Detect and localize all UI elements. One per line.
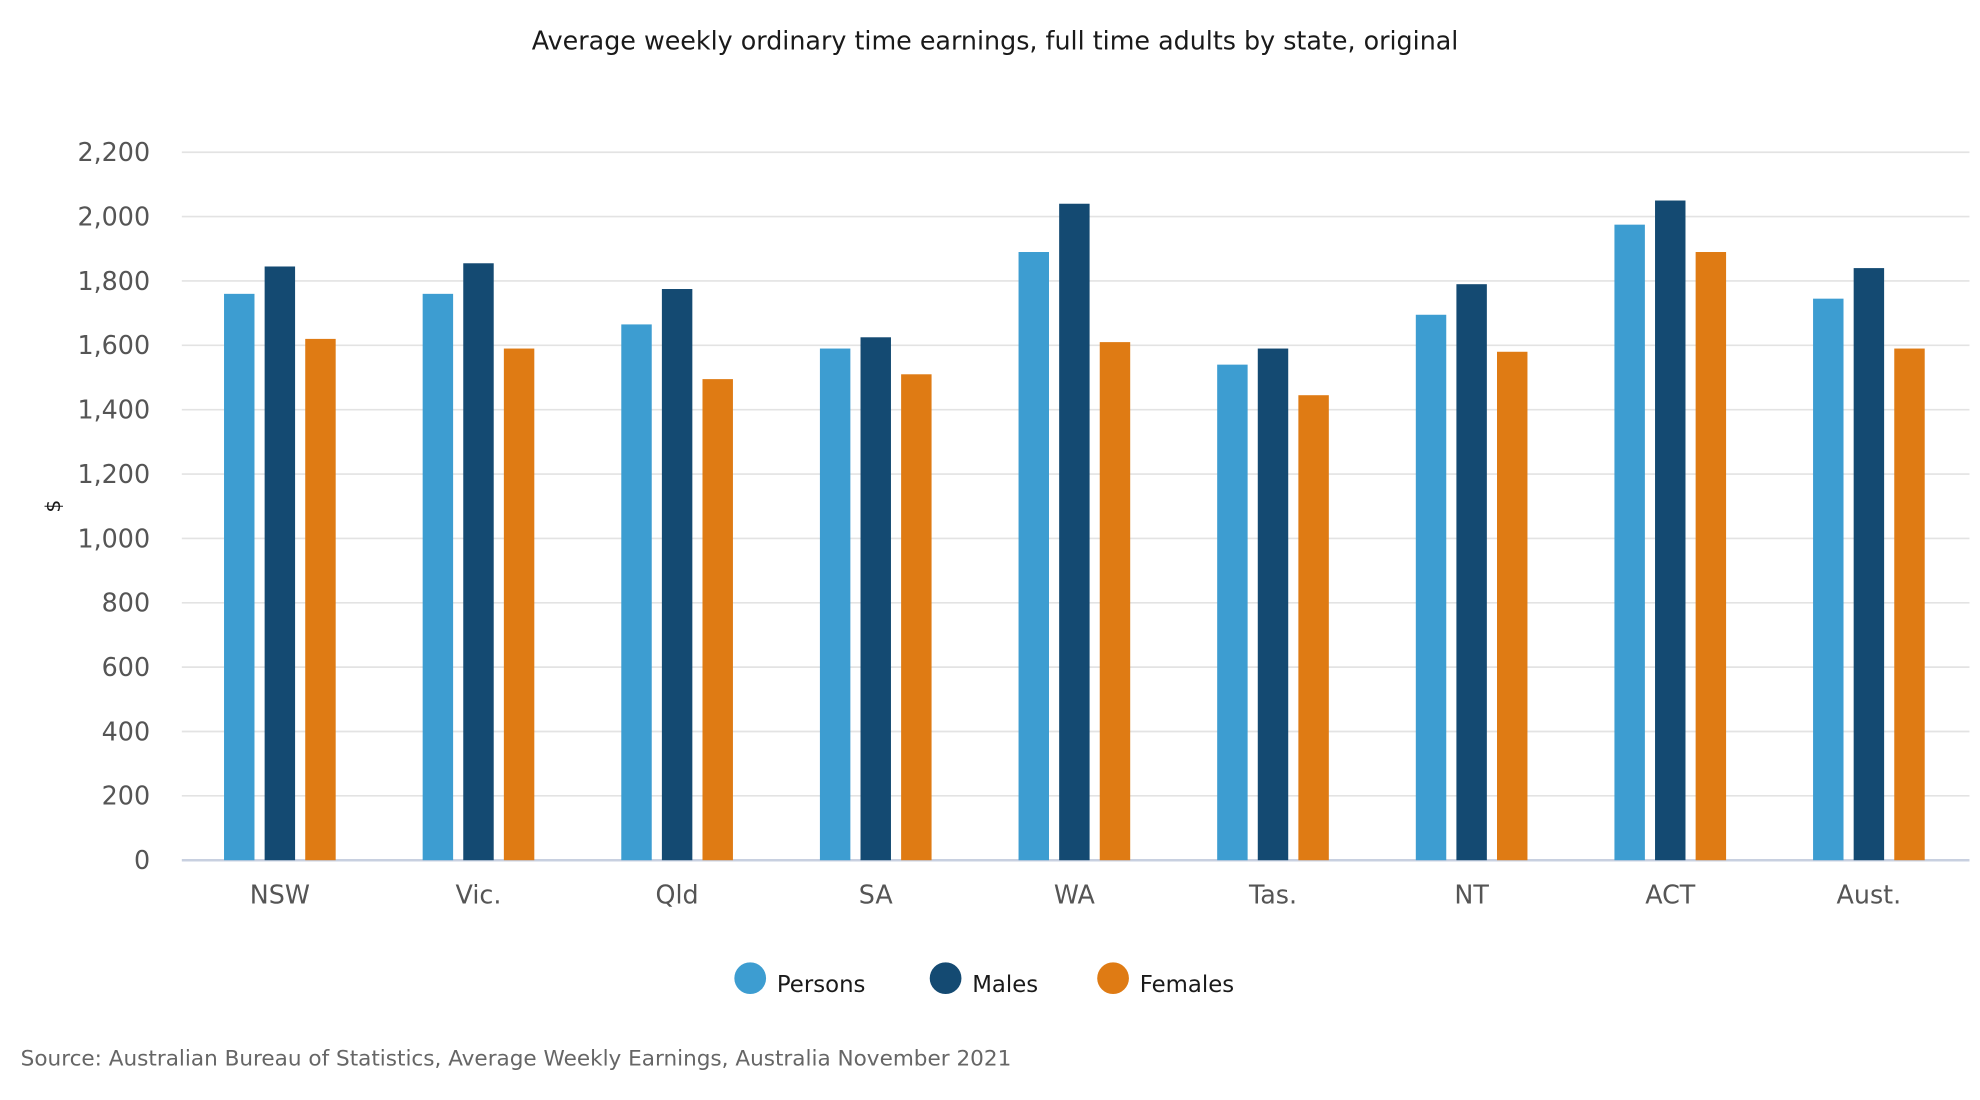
y-axis-ticks: 0 200 400 600 800 1,000 1,200 1,400 1,600 1,800 2,… [77,137,150,875]
bar-males-qld[interactable] [661,289,693,861]
legend: Persons Males Females [734,962,1234,998]
legend-label: Females [1140,972,1234,998]
bar-females-vic[interactable] [503,348,535,861]
legend-item-males[interactable]: Males [929,962,1038,998]
bar-persons-nt[interactable] [1415,314,1447,861]
bar-males-aust[interactable] [1853,268,1885,861]
x-tick-label: WA [1054,879,1096,909]
y-tick-label: 1,800 [77,266,150,296]
legend-marker [1097,962,1129,995]
legend-marker [929,962,962,995]
bar-females-act[interactable] [1695,252,1727,861]
x-tick-label: Vic. [456,879,502,909]
bar-females-nsw[interactable] [305,338,336,861]
x-tick-label: Tas. [1248,879,1297,909]
chart-title: Average weekly ordinary time earnings, f… [532,25,1459,55]
legend-label: Males [972,972,1038,998]
bar-females-tas[interactable] [1298,395,1329,861]
y-tick-label: 400 [102,716,150,746]
y-tick-label: 0 [134,845,150,875]
bar-persons-aust[interactable] [1813,298,1844,861]
bar-males-wa[interactable] [1059,203,1090,861]
bar-females-wa[interactable] [1099,342,1131,861]
bar-persons-vic[interactable] [422,293,454,861]
y-tick-label: 800 [102,588,150,618]
bar-persons-act[interactable] [1614,224,1645,861]
y-tick-label: 1,200 [77,459,150,489]
bar-persons-wa[interactable] [1018,252,1049,861]
x-tick-label: Aust. [1837,879,1902,909]
y-tick-label: 600 [102,652,150,682]
source-note: Source: Australian Bureau of Statistics,… [21,1047,1012,1072]
x-axis-ticks: NSW Vic. Qld SA WA Tas. NT ACT Aust. [250,879,1901,909]
bar-persons-tas[interactable] [1217,364,1248,861]
x-tick-label: SA [859,879,894,909]
y-tick-label: 1,400 [77,395,150,425]
y-tick-label: 2,200 [77,137,150,167]
y-tick-label: 200 [102,781,150,811]
bar-persons-sa[interactable] [819,348,851,861]
x-tick-label: NSW [250,879,310,909]
x-tick-label: NT [1454,879,1489,909]
x-tick-label: ACT [1645,879,1696,909]
bar-females-nt[interactable] [1497,351,1528,861]
bar-males-act[interactable] [1655,200,1686,861]
x-tick-label: Qld [656,879,699,909]
bar-males-nsw[interactable] [264,266,296,861]
bar-males-tas[interactable] [1257,348,1289,861]
y-axis-label: $ [41,500,65,513]
y-tick-label: 2,000 [77,201,150,231]
bar-persons-qld[interactable] [621,324,652,861]
bar-females-qld[interactable] [702,379,733,861]
legend-item-persons[interactable]: Persons [734,962,865,998]
bar-females-aust[interactable] [1894,348,1925,861]
legend-marker [734,962,767,995]
legend-item-females[interactable]: Females [1097,962,1234,998]
bar-persons-nsw[interactable] [224,293,255,861]
bar-males-nt[interactable] [1456,284,1487,861]
y-tick-label: 1,600 [77,330,150,360]
legend-label: Persons [777,972,866,998]
y-tick-label: 1,000 [77,523,150,553]
bar-females-sa[interactable] [901,374,932,861]
bar-males-sa[interactable] [860,337,891,861]
bar-males-vic[interactable] [463,263,494,861]
bars [224,200,1925,861]
